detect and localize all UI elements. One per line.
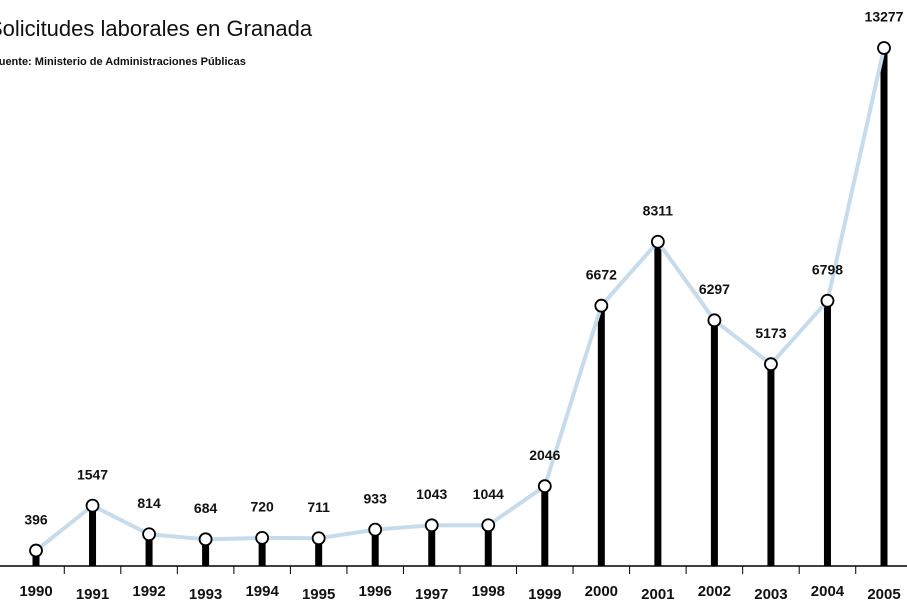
point — [650, 234, 665, 249]
point — [255, 531, 270, 545]
x-tick-label: 1992 — [132, 583, 165, 600]
x-tick-label: 2005 — [867, 586, 900, 603]
value-label: 5173 — [755, 325, 786, 341]
value-label: 6798 — [812, 261, 843, 277]
x-tick-label: 2000 — [585, 583, 618, 600]
point — [877, 41, 891, 55]
x-tick-label: 1996 — [359, 583, 392, 600]
x-tick-label: 2002 — [698, 583, 731, 600]
point — [311, 531, 326, 546]
x-tick-label: 1993 — [189, 586, 222, 603]
point — [764, 357, 778, 372]
value-label: 8311 — [643, 202, 674, 218]
point — [481, 518, 496, 533]
chart-subtitle: Fuente: Ministerio de Administraciones P… — [0, 56, 246, 68]
x-tick-label: 1998 — [472, 583, 505, 600]
value-label: 814 — [137, 495, 161, 511]
point — [820, 293, 835, 308]
value-label: 6297 — [699, 281, 730, 297]
x-tick-label: 1999 — [528, 586, 561, 603]
point — [368, 522, 383, 537]
value-label: 933 — [364, 490, 388, 506]
point — [29, 543, 43, 558]
value-label: 1547 — [77, 466, 108, 482]
x-tick-label: 2003 — [754, 586, 787, 603]
x-tick-label: 2004 — [811, 583, 845, 600]
x-tick-label: 1997 — [415, 586, 448, 603]
point — [707, 313, 722, 328]
x-tick-label: 2001 — [641, 586, 674, 603]
x-tick-label: 1991 — [76, 586, 109, 603]
chart-title: Solicitudes laborales en Granada — [0, 16, 313, 41]
value-label: 396 — [24, 511, 48, 527]
value-label: 1044 — [473, 486, 504, 502]
value-label: 684 — [194, 500, 218, 516]
value-label: 2046 — [529, 447, 560, 463]
x-tick-label: 1995 — [302, 586, 335, 603]
value-label: 1043 — [416, 486, 447, 502]
value-label: 6672 — [586, 266, 617, 282]
point — [537, 479, 552, 494]
point — [424, 518, 439, 533]
value-label: 13277 — [865, 9, 904, 25]
value-label: 711 — [307, 499, 330, 515]
point — [198, 532, 213, 547]
value-label: 720 — [250, 499, 274, 515]
point — [142, 527, 156, 542]
line — [34, 47, 886, 553]
point — [594, 298, 609, 313]
x-tick-label: 1990 — [19, 583, 52, 600]
x-tick-label: 1994 — [245, 583, 279, 600]
point — [85, 498, 100, 513]
